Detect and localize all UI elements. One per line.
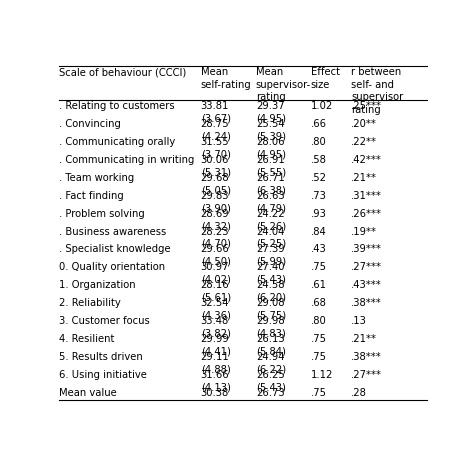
Text: Scale of behaviour (CCCI): Scale of behaviour (CCCI) xyxy=(59,67,186,77)
Text: 24.94
(6.22): 24.94 (6.22) xyxy=(256,352,286,374)
Text: 2. Reliability: 2. Reliability xyxy=(59,298,121,308)
Text: .66: .66 xyxy=(311,119,327,129)
Text: 31.66
(4.13): 31.66 (4.13) xyxy=(201,370,230,392)
Text: 0. Quality orientation: 0. Quality orientation xyxy=(59,263,165,273)
Text: 28.06
(4.95): 28.06 (4.95) xyxy=(256,137,286,160)
Text: Effect
size: Effect size xyxy=(311,67,340,90)
Text: 27.39
(5.99): 27.39 (5.99) xyxy=(256,245,286,267)
Text: .21**: .21** xyxy=(351,334,377,344)
Text: . Team working: . Team working xyxy=(59,173,135,183)
Text: 28.16
(5.61): 28.16 (5.61) xyxy=(201,280,231,302)
Text: 29.66
(4.50): 29.66 (4.50) xyxy=(201,245,230,267)
Text: 27.40
(5.43): 27.40 (5.43) xyxy=(256,263,286,285)
Text: 25.54
(5.39): 25.54 (5.39) xyxy=(256,119,286,142)
Text: .27***: .27*** xyxy=(351,370,383,380)
Text: 1.02: 1.02 xyxy=(311,101,333,111)
Text: .38***: .38*** xyxy=(351,352,382,362)
Text: .75: .75 xyxy=(311,352,327,362)
Text: .38***: .38*** xyxy=(351,298,382,308)
Text: 28.75
(4.24): 28.75 (4.24) xyxy=(201,119,230,142)
Text: 30.38: 30.38 xyxy=(201,388,229,398)
Text: 28.23
(4.70): 28.23 (4.70) xyxy=(201,227,230,249)
Text: . Communicating in writing: . Communicating in writing xyxy=(59,155,195,165)
Text: .73: .73 xyxy=(311,191,327,201)
Text: 6. Using initiative: 6. Using initiative xyxy=(59,370,147,380)
Text: .61: .61 xyxy=(311,280,327,290)
Text: .75: .75 xyxy=(311,263,327,273)
Text: . Business awareness: . Business awareness xyxy=(59,227,166,237)
Text: . Relating to customers: . Relating to customers xyxy=(59,101,175,111)
Text: . Specialist knowledge: . Specialist knowledge xyxy=(59,245,171,255)
Text: 29.11
(4.88): 29.11 (4.88) xyxy=(201,352,230,374)
Text: 24.04
(5.25): 24.04 (5.25) xyxy=(256,227,286,249)
Text: 26.13
(5.84): 26.13 (5.84) xyxy=(256,334,286,356)
Text: . Convincing: . Convincing xyxy=(59,119,121,129)
Text: 29.98
(4.83): 29.98 (4.83) xyxy=(256,316,285,338)
Text: .68: .68 xyxy=(311,298,327,308)
Text: 26.73: 26.73 xyxy=(256,388,284,398)
Text: 28.69
(4.32): 28.69 (4.32) xyxy=(201,209,230,231)
Text: .52: .52 xyxy=(311,173,327,183)
Text: 31.55
(3.70): 31.55 (3.70) xyxy=(201,137,230,160)
Text: Mean
supervisor-
rating: Mean supervisor- rating xyxy=(256,67,311,102)
Text: .22**: .22** xyxy=(351,137,377,147)
Text: .19**: .19** xyxy=(351,227,377,237)
Text: . Problem solving: . Problem solving xyxy=(59,209,145,219)
Text: 32.54
(4.36): 32.54 (4.36) xyxy=(201,298,230,320)
Text: .31***: .31*** xyxy=(351,191,382,201)
Text: .75: .75 xyxy=(311,388,327,398)
Text: .84: .84 xyxy=(311,227,327,237)
Text: 4. Resilient: 4. Resilient xyxy=(59,334,115,344)
Text: . Communicating orally: . Communicating orally xyxy=(59,137,175,147)
Text: 29.99
(4.41): 29.99 (4.41) xyxy=(201,334,230,356)
Text: 29.83
(3.90): 29.83 (3.90) xyxy=(201,191,230,213)
Text: .25***: .25*** xyxy=(351,101,383,111)
Text: 5. Results driven: 5. Results driven xyxy=(59,352,143,362)
Text: 1. Organization: 1. Organization xyxy=(59,280,136,290)
Text: .26***: .26*** xyxy=(351,209,383,219)
Text: 26.91
(5.55): 26.91 (5.55) xyxy=(256,155,286,177)
Text: 26.63
(4.79): 26.63 (4.79) xyxy=(256,191,286,213)
Text: .39***: .39*** xyxy=(351,245,382,255)
Text: 24.58
(6.20): 24.58 (6.20) xyxy=(256,280,286,302)
Text: .75: .75 xyxy=(311,334,327,344)
Text: .21**: .21** xyxy=(351,173,377,183)
Text: 26.71
(6.38): 26.71 (6.38) xyxy=(256,173,286,195)
Text: .27***: .27*** xyxy=(351,263,383,273)
Text: 26.25
(5.43): 26.25 (5.43) xyxy=(256,370,286,392)
Text: 30.97
(4.02): 30.97 (4.02) xyxy=(201,263,230,285)
Text: 29.08
(5.75): 29.08 (5.75) xyxy=(256,298,286,320)
Text: 1.12: 1.12 xyxy=(311,370,333,380)
Text: .28: .28 xyxy=(351,388,367,398)
Text: 33.81
(3.67): 33.81 (3.67) xyxy=(201,101,231,124)
Text: 29.68
(5.05): 29.68 (5.05) xyxy=(201,173,231,195)
Text: .58: .58 xyxy=(311,155,327,165)
Text: 24.22
(5.26): 24.22 (5.26) xyxy=(256,209,286,231)
Text: .43: .43 xyxy=(311,245,327,255)
Text: r between
self- and
supervisor
rating: r between self- and supervisor rating xyxy=(351,67,403,115)
Text: .42***: .42*** xyxy=(351,155,382,165)
Text: 33.48
(3.82): 33.48 (3.82) xyxy=(201,316,230,338)
Text: . Fact finding: . Fact finding xyxy=(59,191,124,201)
Text: 30.06
(5.31): 30.06 (5.31) xyxy=(201,155,231,177)
Text: Mean value: Mean value xyxy=(59,388,117,398)
Text: .80: .80 xyxy=(311,137,327,147)
Text: .13: .13 xyxy=(351,316,367,326)
Text: 29.37
(4.95): 29.37 (4.95) xyxy=(256,101,286,124)
Text: Mean
self-rating: Mean self-rating xyxy=(201,67,251,90)
Text: 3. Customer focus: 3. Customer focus xyxy=(59,316,150,326)
Text: .80: .80 xyxy=(311,316,327,326)
Text: .93: .93 xyxy=(311,209,327,219)
Text: .20**: .20** xyxy=(351,119,377,129)
Text: .43***: .43*** xyxy=(351,280,382,290)
